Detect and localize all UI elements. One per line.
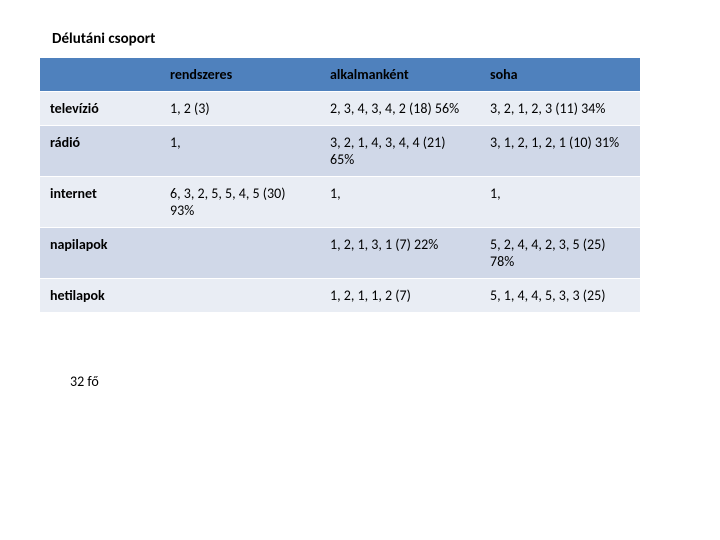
- cell: 1,: [320, 177, 480, 228]
- media-table: rendszeres alkalmanként soha televízió 1…: [40, 58, 640, 313]
- cell: 1,: [480, 177, 640, 228]
- table-row: hetilapok 1, 2, 1, 1, 2 (7) 5, 1, 4, 4, …: [40, 279, 640, 313]
- cell: 3, 1, 2, 1, 2, 1 (10) 31%: [480, 126, 640, 177]
- table-row: internet 6, 3, 2, 5, 5, 4, 5 (30) 93% 1,…: [40, 177, 640, 228]
- cell: 1, 2 (3): [160, 92, 320, 126]
- cell: [160, 279, 320, 313]
- cell: 3, 2, 1, 4, 3, 4, 4 (21) 65%: [320, 126, 480, 177]
- cell: [160, 228, 320, 279]
- cell: 6, 3, 2, 5, 5, 4, 5 (30) 93%: [160, 177, 320, 228]
- cell: 3, 2, 1, 2, 3 (11) 34%: [480, 92, 640, 126]
- footer-text: 32 fő: [70, 373, 680, 390]
- cell: 5, 2, 4, 4, 2, 3, 5 (25) 78%: [480, 228, 640, 279]
- row-label: televízió: [40, 92, 160, 126]
- row-label: napilapok: [40, 228, 160, 279]
- table-title: Délutáni csoport: [52, 30, 680, 48]
- table-row: rádió 1, 3, 2, 1, 4, 3, 4, 4 (21) 65% 3,…: [40, 126, 640, 177]
- row-label: rádió: [40, 126, 160, 177]
- row-label: internet: [40, 177, 160, 228]
- row-label: hetilapok: [40, 279, 160, 313]
- table-header-row: rendszeres alkalmanként soha: [40, 58, 640, 92]
- col-header-soha: soha: [480, 58, 640, 92]
- cell: 1, 2, 1, 3, 1 (7) 22%: [320, 228, 480, 279]
- col-header-blank: [40, 58, 160, 92]
- table-row: napilapok 1, 2, 1, 3, 1 (7) 22% 5, 2, 4,…: [40, 228, 640, 279]
- cell: 1,: [160, 126, 320, 177]
- col-header-rendszeres: rendszeres: [160, 58, 320, 92]
- cell: 2, 3, 4, 3, 4, 2 (18) 56%: [320, 92, 480, 126]
- table-row: televízió 1, 2 (3) 2, 3, 4, 3, 4, 2 (18)…: [40, 92, 640, 126]
- cell: 5, 1, 4, 4, 5, 3, 3 (25): [480, 279, 640, 313]
- col-header-alkalmankent: alkalmanként: [320, 58, 480, 92]
- cell: 1, 2, 1, 1, 2 (7): [320, 279, 480, 313]
